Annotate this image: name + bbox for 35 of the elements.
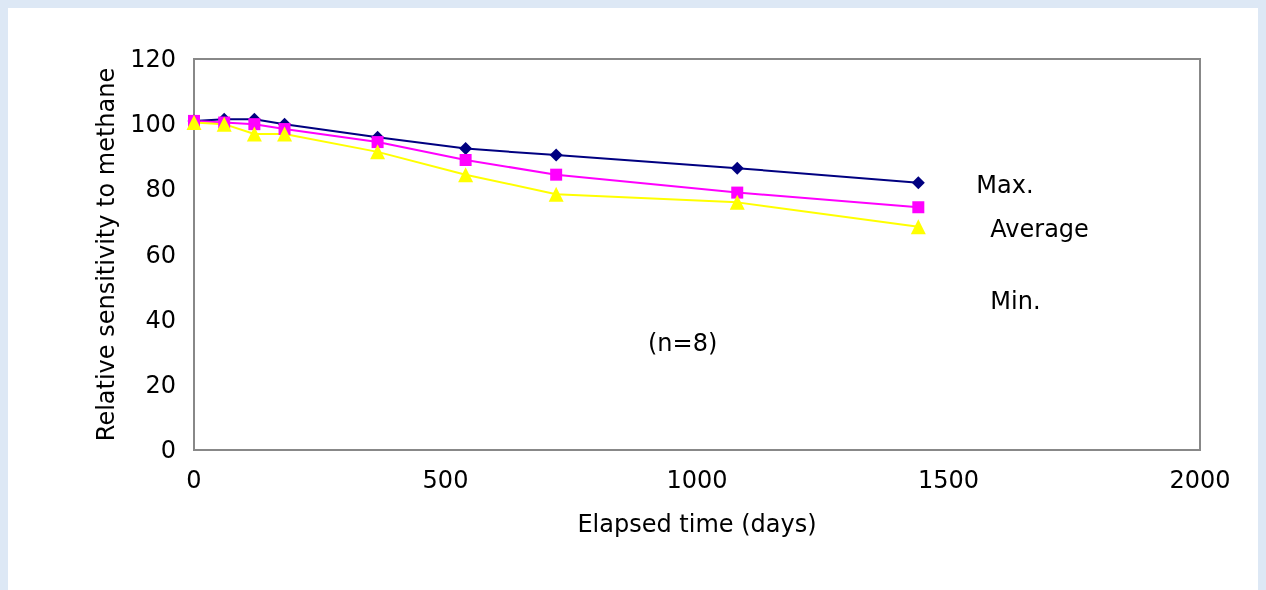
y-axis-title: Relative sensitivity to methane	[92, 67, 120, 442]
y-tick-label: 20	[145, 370, 176, 399]
x-tick-label: 500	[422, 466, 469, 494]
point	[729, 194, 745, 210]
x-tick-label: 1500	[917, 466, 980, 494]
point	[731, 186, 744, 199]
point	[246, 126, 262, 142]
point	[370, 144, 386, 160]
point	[550, 168, 563, 181]
text: Min.	[990, 286, 1041, 315]
point	[548, 186, 564, 202]
y-tick-label: 0	[160, 436, 176, 464]
point	[911, 176, 925, 190]
y-tick-label: 60	[145, 240, 176, 269]
point	[248, 118, 261, 131]
point	[912, 201, 925, 214]
point	[910, 219, 926, 235]
x-tick-label: 2000	[1169, 466, 1231, 494]
point	[458, 167, 474, 183]
y-tick-label: 80	[145, 175, 176, 204]
point	[549, 148, 563, 162]
y-tick-label: 40	[145, 305, 176, 334]
point	[277, 126, 293, 142]
y-tick-label: 120	[130, 45, 176, 73]
point	[730, 161, 744, 175]
y-tick-label: 100	[130, 110, 176, 139]
text: Max.	[976, 170, 1034, 199]
point	[459, 142, 473, 156]
text: Average	[990, 215, 1089, 244]
x-tick-label: 0	[186, 466, 202, 494]
x-axis-title: Elapsed time (days)	[577, 510, 817, 538]
point	[459, 154, 472, 167]
x-tick-label: 1000	[666, 466, 728, 494]
annotation: (n=8)	[648, 329, 718, 357]
point	[371, 136, 384, 149]
